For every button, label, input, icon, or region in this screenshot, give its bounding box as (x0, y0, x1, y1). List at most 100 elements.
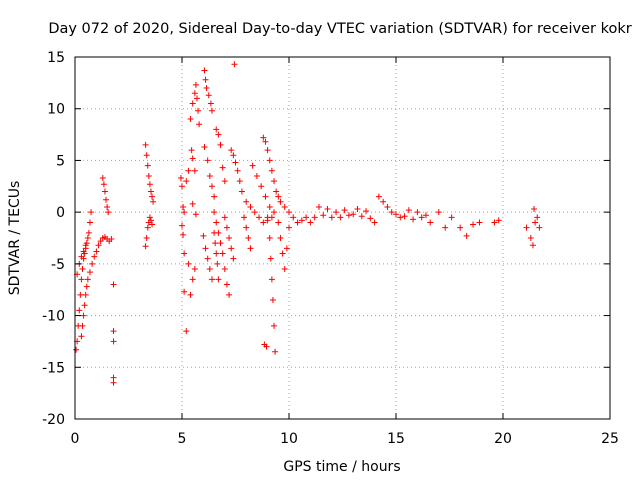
data-point (93, 248, 100, 255)
data-point (298, 217, 305, 224)
data-point (185, 167, 192, 174)
data-point (277, 235, 284, 241)
data-point (529, 242, 536, 249)
y-tick-label: 5 (56, 153, 65, 169)
data-point (290, 214, 297, 221)
data-point (100, 181, 107, 188)
data-point (354, 206, 361, 213)
data-point (273, 188, 280, 195)
data-point (262, 138, 269, 145)
data-point (146, 214, 153, 221)
data-point (187, 116, 194, 123)
data-point (185, 260, 192, 267)
data-points (73, 61, 543, 386)
y-tick-label: -10 (42, 309, 65, 325)
data-point (527, 235, 534, 241)
data-point (213, 126, 220, 133)
data-point (476, 219, 483, 226)
data-point (82, 291, 89, 298)
data-point (230, 255, 237, 262)
data-point (191, 90, 198, 97)
data-point (532, 219, 539, 226)
data-point (463, 232, 470, 239)
data-point (206, 172, 213, 179)
data-point (418, 214, 425, 221)
data-point (427, 219, 434, 226)
data-point (401, 213, 408, 220)
y-tick-label: -15 (42, 360, 65, 376)
data-point (84, 235, 91, 241)
data-point (230, 152, 237, 159)
data-point (143, 235, 150, 241)
x-tick-label: 10 (280, 431, 298, 447)
data-point (263, 343, 270, 350)
axis-ticks: 0 5 10 15 20 25 -20 -15 -10 -5 0 5 10 15 (42, 50, 619, 447)
data-point (221, 178, 228, 185)
data-point (104, 203, 111, 210)
data-point (78, 253, 85, 260)
data-point (180, 203, 187, 210)
data-point (215, 131, 222, 138)
grid-lines (75, 57, 610, 419)
data-point (213, 250, 220, 257)
data-point (232, 159, 239, 166)
data-point (320, 212, 327, 219)
data-point (266, 235, 273, 241)
data-point (201, 143, 208, 150)
data-point (221, 266, 228, 273)
data-point (99, 175, 106, 182)
data-point (144, 224, 151, 231)
data-point (268, 276, 275, 283)
data-point (213, 219, 220, 226)
data-point (226, 291, 233, 298)
data-point (204, 157, 211, 164)
data-point (202, 76, 209, 83)
data-point (95, 242, 102, 249)
data-point (251, 209, 258, 216)
data-point (243, 198, 250, 205)
data-point (269, 297, 276, 304)
data-point (142, 141, 149, 148)
data-point (442, 224, 449, 231)
data-point (247, 245, 254, 252)
data-point (177, 175, 184, 182)
data-point (281, 203, 288, 210)
data-point (101, 188, 108, 195)
data-point (79, 322, 86, 329)
data-point (181, 288, 188, 295)
data-point (219, 164, 226, 171)
data-point (523, 224, 530, 231)
data-point (149, 221, 156, 228)
data-point (281, 266, 288, 273)
data-point (341, 207, 348, 214)
data-point (188, 147, 195, 154)
data-point (144, 162, 151, 169)
y-tick-label: 0 (56, 205, 65, 221)
data-point (105, 209, 112, 216)
data-point (363, 208, 370, 215)
data-point (78, 276, 85, 283)
data-point (108, 236, 115, 243)
data-point (264, 214, 271, 221)
data-point (180, 231, 187, 238)
data-point (410, 216, 417, 223)
data-point (192, 211, 199, 218)
data-point (384, 203, 391, 210)
data-point (181, 209, 188, 216)
plot-border (74, 56, 611, 420)
data-point (73, 346, 80, 353)
data-point (333, 209, 340, 216)
data-point (380, 198, 387, 205)
data-point (256, 214, 263, 221)
data-point (228, 245, 235, 252)
data-point (324, 206, 331, 213)
data-point (110, 379, 117, 386)
data-point (192, 81, 199, 88)
data-point (328, 214, 335, 221)
data-point (223, 224, 230, 231)
data-point (337, 214, 344, 221)
x-tick-label: 0 (71, 431, 80, 447)
data-point (150, 198, 157, 205)
data-point (243, 224, 250, 231)
data-point (286, 209, 292, 216)
